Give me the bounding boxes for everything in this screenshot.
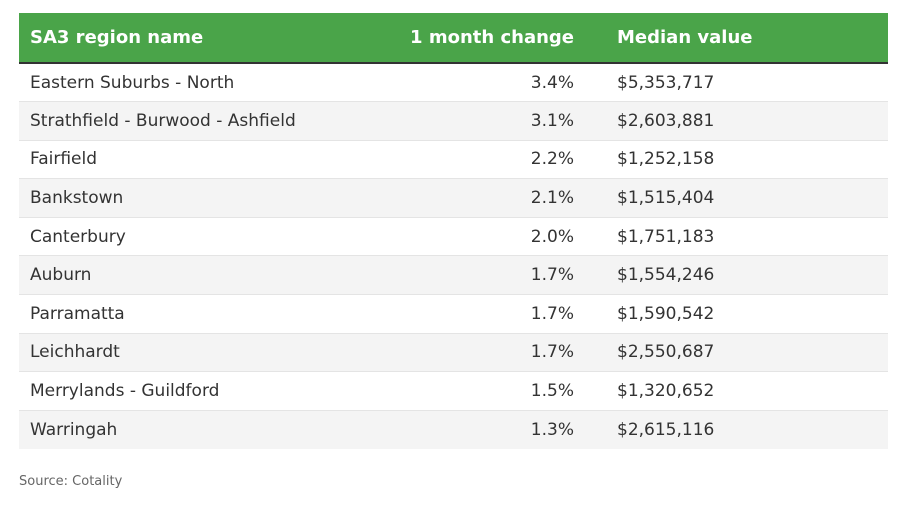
cell-month-change: 2.2% <box>409 140 574 180</box>
cell-region-name: Leichhardt <box>19 333 409 373</box>
table-row: Bankstown 2.1% $1,515,404 <box>19 178 888 218</box>
cell-month-change: 3.4% <box>409 63 574 103</box>
data-table-container: SA3 region name 1 month change Median va… <box>19 13 888 449</box>
column-header-region[interactable]: SA3 region name <box>19 13 409 64</box>
cell-region-name: Warringah <box>30 419 118 440</box>
cell-month-change: 2.0% <box>409 217 574 257</box>
table-row: Strathfield - Burwood - Ashfield 3.1% $2,6… <box>19 101 888 141</box>
source-note: Source: Cotality <box>19 474 123 489</box>
table-row: Fairfield 2.2% $1,252,158 <box>19 140 888 180</box>
table-row: Merrylands - Guildford 1.5% $1,320,652 <box>19 371 888 411</box>
cell-median-value: $2,550,687 <box>574 333 888 373</box>
cell-region-name: Parramatta <box>19 294 409 334</box>
cell-month-change: 1.7% <box>409 333 574 373</box>
cell-month-change: 1.5% <box>409 371 574 411</box>
table-row: Auburn 1.7% $1,554,246 <box>19 255 888 296</box>
cell-median-value: $5,353,717 <box>574 63 888 103</box>
cell-median-value: $1,515,404 <box>574 178 888 218</box>
table-row: Warringah 1.3% $2,615,116 <box>19 410 888 449</box>
cell-region-name: Auburn <box>19 255 409 296</box>
table-header-row: SA3 region name 1 month change Median va… <box>19 13 888 64</box>
table-row: Canterbury 2.0% $1,751,183 <box>19 217 888 257</box>
cell-region-name: Bankstown <box>19 178 409 218</box>
cell-median-value: $2,603,881 <box>574 101 888 141</box>
table-row: Eastern Suburbs - North 3.4% $5,353,717 <box>19 63 888 103</box>
cell-median-value: $1,590,542 <box>574 294 888 334</box>
cell-month-change: 2.1% <box>409 178 574 218</box>
column-header-median[interactable]: Median value <box>574 13 888 64</box>
cell-month-change: 1.7% <box>409 294 574 334</box>
cell-median-value: $1,554,246 <box>574 255 888 296</box>
cell-region-name: Strathfield - Burwood - Ashfield <box>19 101 409 141</box>
cell-median-value: $1,252,158 <box>574 140 888 180</box>
table-row: Leichhardt 1.7% $2,550,687 <box>19 333 888 373</box>
cell-region-name: Canterbury <box>19 217 409 257</box>
cell-median-value: $1,320,652 <box>574 371 888 411</box>
cell-month-change: 1.7% <box>409 255 574 296</box>
table-body: Eastern Suburbs - North 3.4% $5,353,717 Str… <box>19 63 888 449</box>
cell-median-value: $2,615,116 <box>617 419 715 440</box>
cell-month-change: 1.3% <box>530 419 574 440</box>
table-row: Parramatta 1.7% $1,590,542 <box>19 294 888 334</box>
cell-region-name: Merrylands - Guildford <box>19 371 409 411</box>
cell-region-name: Eastern Suburbs - North <box>19 63 409 103</box>
cell-month-change: 3.1% <box>409 101 574 141</box>
cell-region-name: Fairfield <box>19 140 409 180</box>
column-header-change[interactable]: 1 month change <box>409 13 574 64</box>
cell-median-value: $1,751,183 <box>574 217 888 257</box>
data-table: SA3 region name 1 month change Median va… <box>19 13 888 449</box>
